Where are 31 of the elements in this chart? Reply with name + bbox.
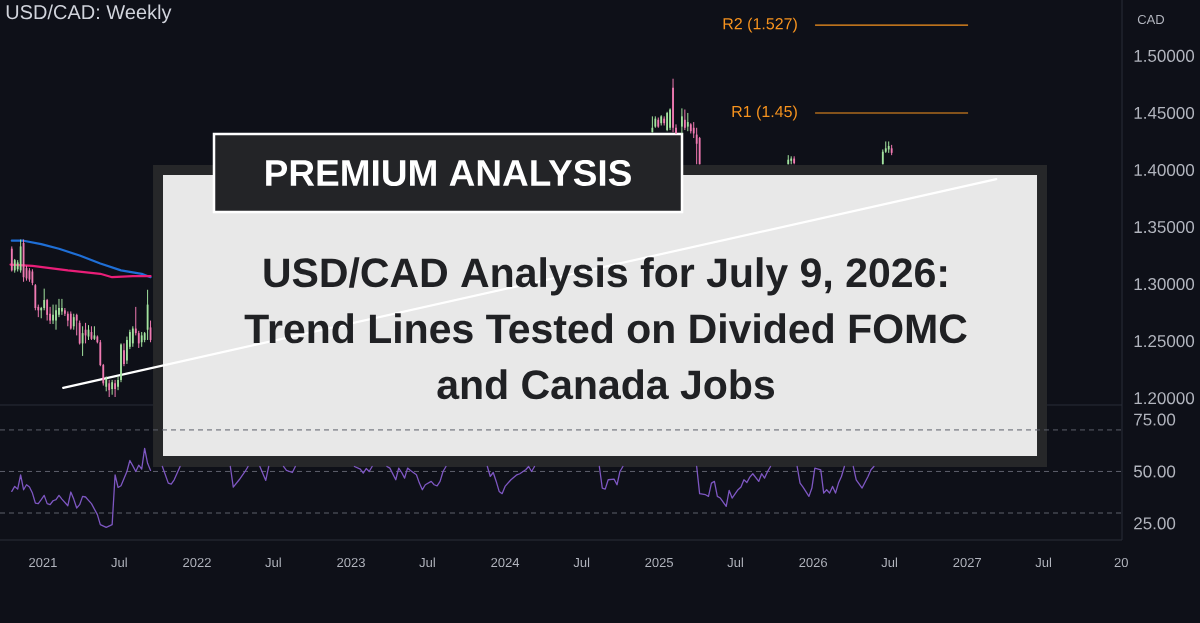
y-tick-label: 1.50000 <box>1134 49 1195 62</box>
x-tick-label: 2026 <box>799 557 828 568</box>
y-tick-label: 25.00 <box>1134 517 1176 530</box>
x-tick-label: Jul <box>111 557 127 568</box>
x-tick-label: Jul <box>727 557 743 568</box>
y-tick-label: 75.00 <box>1134 413 1176 426</box>
x-tick-label: Jul <box>265 557 281 568</box>
x-tick-label: 2027 <box>953 557 981 568</box>
annotation: PREMIUM ANALYSIS <box>266 159 631 187</box>
x-tick-label: Jul <box>1035 557 1052 568</box>
x-tick-label: Jul <box>573 557 590 568</box>
x-tick-label: 2022 <box>183 557 211 568</box>
x-tick-label: 2023 <box>337 557 365 568</box>
text: USD/CAD Analysis for July 9, 2026: Trend Lines Tested on Divided FOMC and Canada Jobs <box>244 257 967 400</box>
x-tick-label: 2024 <box>491 557 520 568</box>
y-tick-label: 50.00 <box>1133 465 1176 478</box>
x-tick-label: 2021 <box>29 557 57 568</box>
y-axis-title: CAD <box>1137 14 1165 25</box>
y-tick-label: 1.45000 <box>1134 106 1195 119</box>
y-tick-label: 1.30000 <box>1134 278 1195 291</box>
x-tick-label: Jul <box>881 557 897 568</box>
ref-line-label: R2 (1.527) <box>723 17 797 33</box>
y-tick-label: 1.35000 <box>1134 221 1195 234</box>
y-tick-label: 1.20000 <box>1134 392 1195 405</box>
x-tick-label: 2025 <box>645 557 674 568</box>
y-tick-label: 1.25000 <box>1134 335 1195 348</box>
chart-subtitle: USD/CAD: Weekly <box>6 4 172 24</box>
ref-line-label: R1 (1.45) <box>732 105 797 121</box>
x-tick-label: 20 <box>1114 557 1128 568</box>
y-tick-label: 1.40000 <box>1134 163 1195 176</box>
x-tick-label: Jul <box>419 557 435 568</box>
